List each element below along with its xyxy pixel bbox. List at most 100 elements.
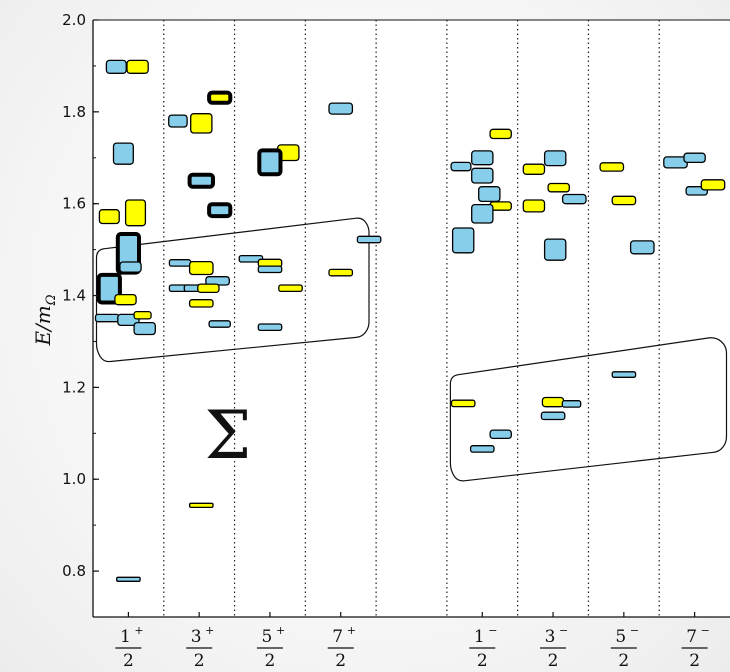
y-tick-label: 2.0: [62, 11, 86, 29]
x-tick-label: 7 +2: [327, 624, 356, 671]
energy-level-box: [328, 268, 354, 277]
y-axis-label-subscript: Ω: [44, 294, 59, 306]
x-tick-denominator: 2: [689, 651, 700, 671]
x-tick-numerator: 7: [686, 627, 697, 647]
plot-background: [93, 20, 730, 617]
y-tick-label: 1.0: [62, 470, 86, 488]
energy-level-box: [96, 272, 122, 305]
energy-level-box: [471, 167, 494, 184]
energy-level-box: [98, 209, 120, 225]
grouping-outlines: [95, 217, 728, 482]
energy-level-box: [489, 429, 512, 440]
x-tick-denominator: 2: [194, 651, 205, 671]
energy-level-box: [257, 148, 283, 177]
x-tick-denominator: 2: [618, 651, 629, 671]
energy-level-box: [207, 90, 233, 105]
energy-level-box: [257, 323, 283, 332]
energy-level-box: [522, 163, 546, 175]
y-tick-label: 1.4: [62, 287, 86, 305]
energy-level-box: [543, 150, 567, 167]
y-tick-label: 1.2: [62, 378, 86, 396]
y-axis-label: E/mΩ: [31, 294, 59, 346]
sigma-annotation: Σ: [205, 397, 252, 474]
x-tick-parity: +: [276, 624, 285, 637]
energy-level-box: [450, 399, 476, 408]
energy-level-box: [543, 238, 567, 261]
energy-level-box: [451, 227, 475, 254]
y-axis-label-main: E/m: [31, 305, 55, 346]
x-tick-numerator: 5: [615, 627, 626, 647]
energy-level-box: [168, 259, 192, 267]
energy-level-box: [471, 203, 494, 224]
energy-level-box: [168, 114, 188, 128]
x-tick-numerator: 3: [191, 627, 202, 647]
energy-level-box: [197, 283, 220, 294]
x-tick-parity: +: [205, 624, 214, 637]
energy-level-box: [190, 113, 213, 134]
x-tick-denominator: 2: [123, 651, 134, 671]
energy-level-box: [611, 371, 637, 378]
x-tick-label: 1 +2: [115, 624, 144, 671]
plot-area: [93, 20, 730, 617]
x-tick-numerator: 7: [332, 627, 343, 647]
y-tick-label: 0.8: [62, 562, 86, 580]
energy-level-box: [188, 299, 214, 308]
energy-level-box: [188, 502, 214, 509]
x-tick-numerator: 5: [262, 627, 273, 647]
energy-level-box: [207, 202, 233, 219]
energy-level-box: [105, 59, 127, 74]
energy-level-box: [94, 313, 120, 323]
energy-level-box: [599, 162, 625, 172]
energy-level-box: [700, 179, 726, 191]
y-tick-label: 1.6: [62, 195, 86, 213]
energy-level-box: [547, 182, 570, 193]
x-tick-parity: −: [630, 624, 639, 637]
energy-level-box: [112, 142, 134, 165]
energy-level-box: [119, 261, 142, 273]
energy-level-box: [629, 240, 655, 255]
x-tick-denominator: 2: [548, 651, 559, 671]
x-tick-parity: +: [347, 624, 356, 637]
x-tick-label: 1 − 2: [469, 624, 497, 671]
energy-level-box: [478, 186, 501, 203]
x-tick-parity: −: [559, 624, 568, 637]
energy-level-box: [611, 195, 637, 206]
x-tick-parity: +: [134, 624, 143, 637]
x-tick-parity: −: [701, 624, 710, 637]
x-tick-label: 5 +2: [256, 624, 285, 671]
energy-level-box: [188, 260, 214, 276]
separator-lines: [163, 20, 660, 617]
x-tick-numerator: 3: [545, 627, 556, 647]
energy-level-box: [187, 172, 216, 189]
energy-level-box: [124, 199, 147, 227]
x-tick-parity: −: [488, 624, 497, 637]
x-tick-label: 3 +2: [186, 624, 214, 671]
x-tick-numerator: 1: [120, 627, 131, 647]
x-tick-label: 3 − 2: [540, 624, 568, 671]
energy-level-box: [522, 199, 546, 213]
energy-level-box: [257, 265, 283, 274]
x-tick-label: 5 − 2: [610, 624, 639, 671]
energy-level-box: [114, 293, 137, 306]
x-tick-denominator: 2: [265, 651, 276, 671]
y-axis-ticks: 0.8 1.0 1.2 1.4 1.6 1.8 2.0: [62, 11, 99, 618]
x-tick-denominator: 2: [477, 651, 488, 671]
y-tick-label: 1.8: [62, 103, 86, 121]
energy-level-box: [471, 150, 494, 166]
x-tick-denominator: 2: [335, 651, 346, 671]
energy-level-box: [541, 396, 565, 408]
x-tick-label: 7 − 2: [681, 624, 710, 671]
grouping-outline: [449, 337, 728, 482]
energy-level-box: [133, 321, 156, 336]
energy-level-box: [540, 411, 566, 421]
energy-level-box: [126, 59, 149, 74]
energy-level-box: [469, 445, 495, 453]
energy-level-box: [208, 320, 231, 328]
energy-level-box: [489, 128, 512, 140]
x-tick-numerator: 1: [474, 627, 485, 647]
energy-level-box: [561, 193, 587, 205]
energy-level-box: [356, 235, 382, 244]
energy-level-box: [450, 161, 472, 172]
energy-levels: [94, 59, 726, 582]
